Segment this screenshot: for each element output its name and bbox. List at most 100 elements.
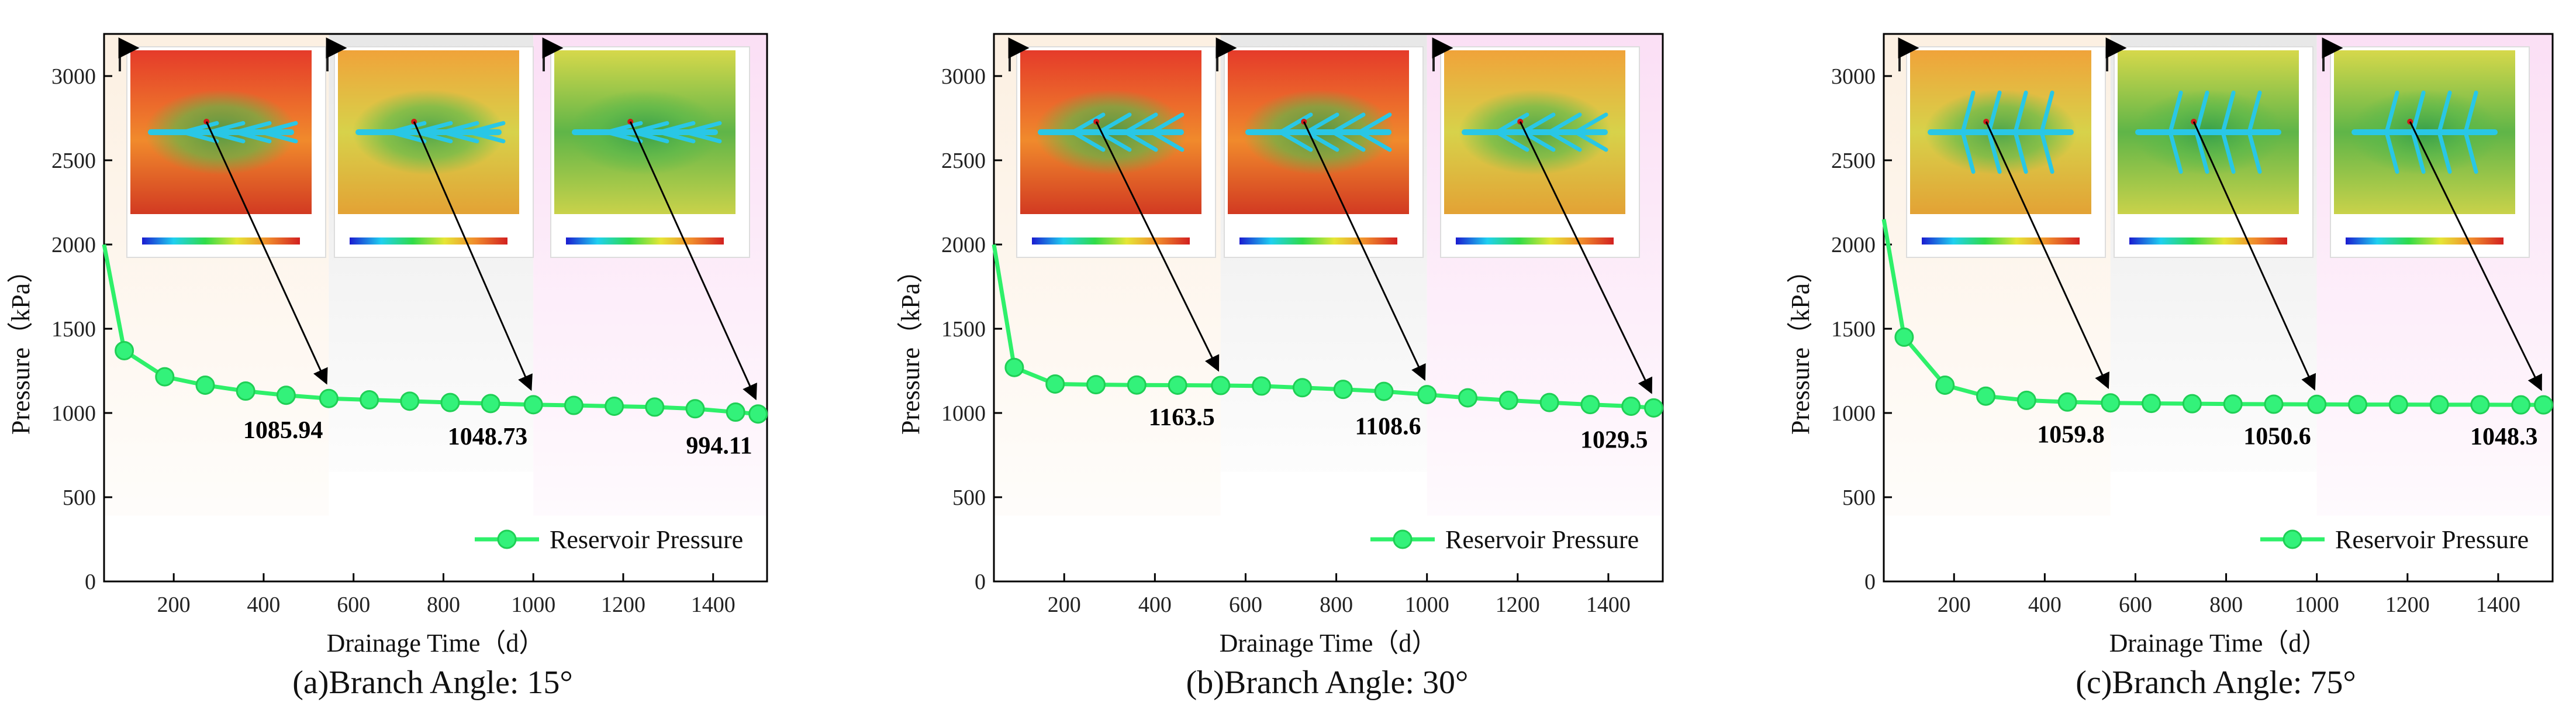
x-tick-label: 200 [1938,593,1971,617]
y-tick-label: 0 [1864,570,1876,594]
data-label: 1108.6 [1355,414,1421,440]
data-label: 1059.8 [2037,422,2105,449]
data-point [2223,394,2243,414]
y-tick-label: 1000 [51,401,96,426]
x-tick-label: 800 [1320,593,1353,617]
data-label: 994.11 [686,433,752,460]
data-point [2142,394,2161,414]
legend-label: Reservoir Pressure [1445,525,1639,554]
panel-caption: (c)Branch Angle: 75° [2076,665,2356,701]
inset-arrow-icon [326,37,347,71]
data-label: 1163.5 [1149,404,1215,431]
data-point [1252,376,1272,396]
data-point [1127,375,1147,395]
data-point [360,390,379,410]
data-point [115,340,134,360]
y-tick-label: 1000 [1831,401,1876,426]
plot-frame [993,33,1664,583]
colorbar [2346,237,2504,245]
data-point [1621,396,1641,416]
x-tick-label: 800 [2209,593,2243,617]
data-point [1935,375,1955,395]
x-tick-label: 200 [157,593,191,617]
x-tick-label: 400 [247,593,280,617]
data-point [155,367,175,387]
y-tick-label: 2500 [1831,149,1876,173]
pressure-contour-map [1008,37,1216,258]
y-axis-title: Pressure（kPa） [896,257,925,435]
inset-arrow-icon [1008,37,1030,71]
inset-arrow-icon [118,37,140,71]
chart-panel-3: 0 500 1000 1500 2000 2500 3000 200 400 600 800 1000… [1786,33,2554,701]
y-tick-label: 500 [1842,486,1876,510]
data-point [1292,378,1312,398]
legend-label: Reservoir Pressure [550,525,743,554]
y-tick-label: 1500 [941,317,986,342]
x-tick-label: 600 [1229,593,1262,617]
y-tick-label: 1000 [941,401,986,426]
x-axis-title: Drainage Time（d） [2109,629,2328,657]
data-point [1894,327,1914,347]
y-tick-label: 3000 [1831,64,1876,89]
data-point [319,388,339,408]
data-point [2511,395,2531,415]
y-tick-label: 2500 [941,149,986,173]
data-point [2182,394,2202,414]
data-point [2264,394,2284,414]
inset-arrow-icon [542,37,564,71]
x-tick-label: 1400 [1586,593,1631,617]
x-tick-label: 1400 [2476,593,2520,617]
panel-caption: (b)Branch Angle: 30° [1186,665,1469,701]
pressure-contour-map [542,37,750,258]
y-tick-label: 2000 [1831,233,1876,257]
data-point [2388,395,2408,415]
plot-frame [1883,33,2554,583]
data-label: 1085.94 [243,417,323,444]
plot-frame [103,33,768,583]
y-tick-label: 3000 [51,64,96,89]
y-tick-label: 0 [975,570,986,594]
data-label: 1050.6 [2243,423,2311,450]
y-tick-label: 2500 [51,149,96,173]
annotation-arrow [1985,121,2109,390]
x-axis-title: Drainage Time（d） [1220,629,1438,657]
inset-arrow-icon [2322,37,2343,71]
x-tick-label: 1000 [2295,593,2339,617]
annotation-arrow [1095,121,1220,372]
colorbar [1456,237,1614,245]
panel-caption: (a)Branch Angle: 15° [292,665,573,701]
data-point [2533,395,2553,415]
annotation-arrow [1303,121,1426,381]
x-tick-label: 200 [1048,593,1081,617]
inset-arrow-icon [1216,37,1237,71]
data-point [1086,375,1106,395]
pressure-contour-map [118,37,326,258]
annotation-arrow [1519,121,1653,394]
annotation-arrow [2192,121,2316,391]
colorbar [1922,237,2080,245]
y-tick-label: 500 [63,486,96,510]
data-point [1976,386,1996,406]
pressure-contour-map [1216,37,1424,258]
x-tick-label: 600 [337,593,370,617]
data-point [645,397,665,417]
y-tick-label: 1500 [1831,317,1876,342]
annotation-arrow [2409,121,2542,391]
legend-label: Reservoir Pressure [2335,525,2529,554]
data-point [1643,398,1663,418]
data-point [2347,395,2367,415]
data-point [1417,385,1437,405]
data-point [748,404,768,424]
data-point [1498,390,1518,410]
colorbar [1239,237,1397,245]
x-tick-label: 600 [2119,593,2152,617]
y-tick-label: 3000 [941,64,986,89]
data-point [1374,381,1394,401]
x-tick-label: 400 [1138,593,1172,617]
x-axis-title: Drainage Time（d） [327,629,545,657]
data-point [236,381,255,401]
y-tick-label: 2000 [51,233,96,257]
inset-arrow-icon [2105,37,2127,71]
